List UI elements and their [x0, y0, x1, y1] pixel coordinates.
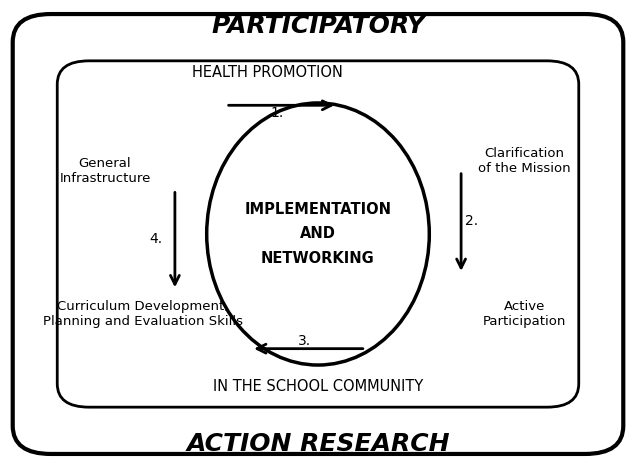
Text: IN THE SCHOOL COMMUNITY: IN THE SCHOOL COMMUNITY [213, 379, 423, 394]
Text: 4.: 4. [149, 232, 162, 246]
Text: 3.: 3. [298, 334, 310, 348]
Text: Clarification
of the Mission: Clarification of the Mission [478, 147, 571, 176]
FancyBboxPatch shape [13, 14, 623, 454]
Text: HEALTH PROMOTION: HEALTH PROMOTION [191, 65, 343, 80]
Text: ACTION RESEARCH: ACTION RESEARCH [186, 431, 450, 456]
Text: PARTICIPATORY: PARTICIPATORY [211, 14, 425, 38]
Text: 2.: 2. [466, 214, 478, 228]
Text: IMPLEMENTATION
AND
NETWORKING: IMPLEMENTATION AND NETWORKING [244, 202, 392, 266]
Text: General
Infrastructure: General Infrastructure [59, 157, 151, 185]
Text: Curriculum Development,
Planning and Evaluation Skills: Curriculum Development, Planning and Eva… [43, 300, 243, 328]
FancyBboxPatch shape [57, 61, 579, 407]
Ellipse shape [207, 103, 429, 365]
Text: 1.: 1. [270, 106, 283, 120]
Text: Active
Participation: Active Participation [483, 300, 567, 328]
